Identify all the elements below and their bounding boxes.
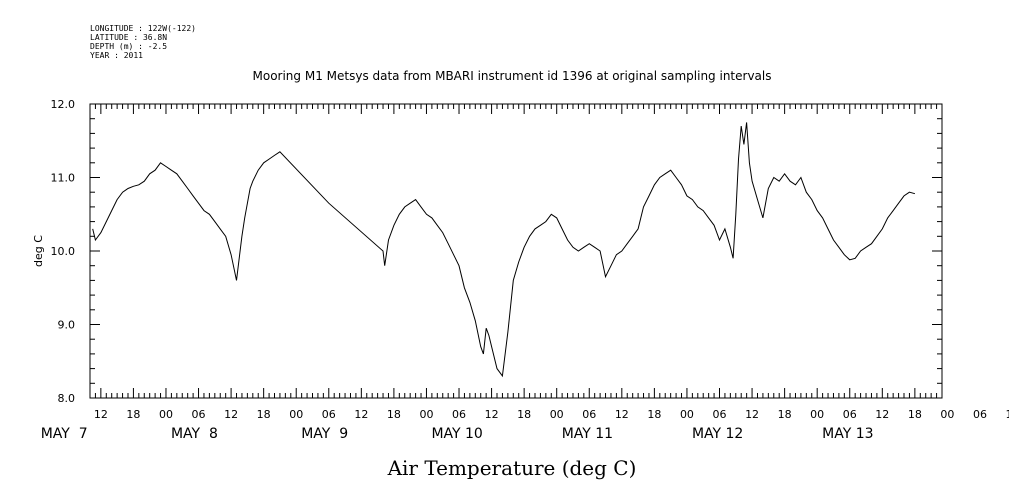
x-day-label: MAY 13 bbox=[822, 426, 873, 442]
x-axis: 12 18 00 06 12 18 00 06 12 18 00 06 12 18 00 06 12 18 00 06… bbox=[41, 104, 1009, 442]
series-line-0 bbox=[92, 122, 916, 378]
x-day-label: MAY 11 bbox=[562, 426, 613, 442]
x-hour-label: 12 bbox=[485, 408, 499, 421]
x-hour-label: 18 bbox=[517, 408, 531, 421]
x-hour-label: 06 bbox=[452, 408, 466, 421]
y-tick-label: 8.0 bbox=[58, 392, 76, 405]
x-hour-label: 06 bbox=[973, 408, 987, 421]
x-hour-label: 12 bbox=[354, 408, 368, 421]
x-day-label: MAY 9 bbox=[301, 426, 348, 442]
x-hour-label: 00 bbox=[419, 408, 433, 421]
x-hour-label: 12 bbox=[1006, 408, 1009, 421]
year-label: YEAR : 2011 bbox=[90, 51, 143, 60]
longitude-label: LONGITUDE : 122W(-122) bbox=[90, 24, 196, 33]
x-hour-label: 06 bbox=[843, 408, 857, 421]
x-hour-label: 06 bbox=[713, 408, 727, 421]
x-hour-label: 18 bbox=[257, 408, 271, 421]
series-group bbox=[92, 122, 916, 378]
x-day-label: MAY 8 bbox=[171, 426, 218, 442]
plot-frame bbox=[89, 103, 943, 399]
x-hour-label: 00 bbox=[940, 408, 954, 421]
x-day-label: MAY 12 bbox=[692, 426, 743, 442]
x-hour-label: 00 bbox=[550, 408, 564, 421]
x-axis-title: Air Temperature (deg C) bbox=[387, 456, 637, 480]
x-hour-label: 18 bbox=[908, 408, 922, 421]
chart-title: Mooring M1 Metsys data from MBARI instru… bbox=[253, 69, 772, 83]
x-hour-label: 18 bbox=[387, 408, 401, 421]
x-hour-label: 12 bbox=[615, 408, 629, 421]
x-hour-label: 18 bbox=[126, 408, 140, 421]
x-hour-label: 06 bbox=[322, 408, 336, 421]
latitude-label: LATITUDE : 36.8N bbox=[90, 33, 167, 42]
y-axis: 8.0 9.0 10.0 11.0 12.0 bbox=[51, 98, 942, 405]
depth-label: DEPTH (m) : -2.5 bbox=[90, 42, 167, 51]
y-tick-label: 11.0 bbox=[51, 172, 76, 185]
x-hour-label: 18 bbox=[778, 408, 792, 421]
x-hour-label: 00 bbox=[680, 408, 694, 421]
x-hour-label: 12 bbox=[94, 408, 108, 421]
x-hour-label: 00 bbox=[289, 408, 303, 421]
x-hour-label: 06 bbox=[192, 408, 206, 421]
x-hour-label: 12 bbox=[745, 408, 759, 421]
x-day-label: MAY 10 bbox=[431, 426, 482, 442]
x-hour-label: 18 bbox=[647, 408, 661, 421]
x-hour-label: 12 bbox=[224, 408, 238, 421]
x-hour-label: 00 bbox=[810, 408, 824, 421]
y-axis-label: deg C bbox=[32, 235, 45, 267]
x-hour-label: 06 bbox=[582, 408, 596, 421]
y-tick-label: 12.0 bbox=[51, 98, 76, 111]
x-day-label: MAY 7 bbox=[41, 426, 88, 442]
y-tick-label: 9.0 bbox=[58, 319, 76, 332]
x-hour-label: 00 bbox=[159, 408, 173, 421]
y-tick-label: 10.0 bbox=[51, 245, 76, 258]
x-hour-label: 12 bbox=[875, 408, 889, 421]
